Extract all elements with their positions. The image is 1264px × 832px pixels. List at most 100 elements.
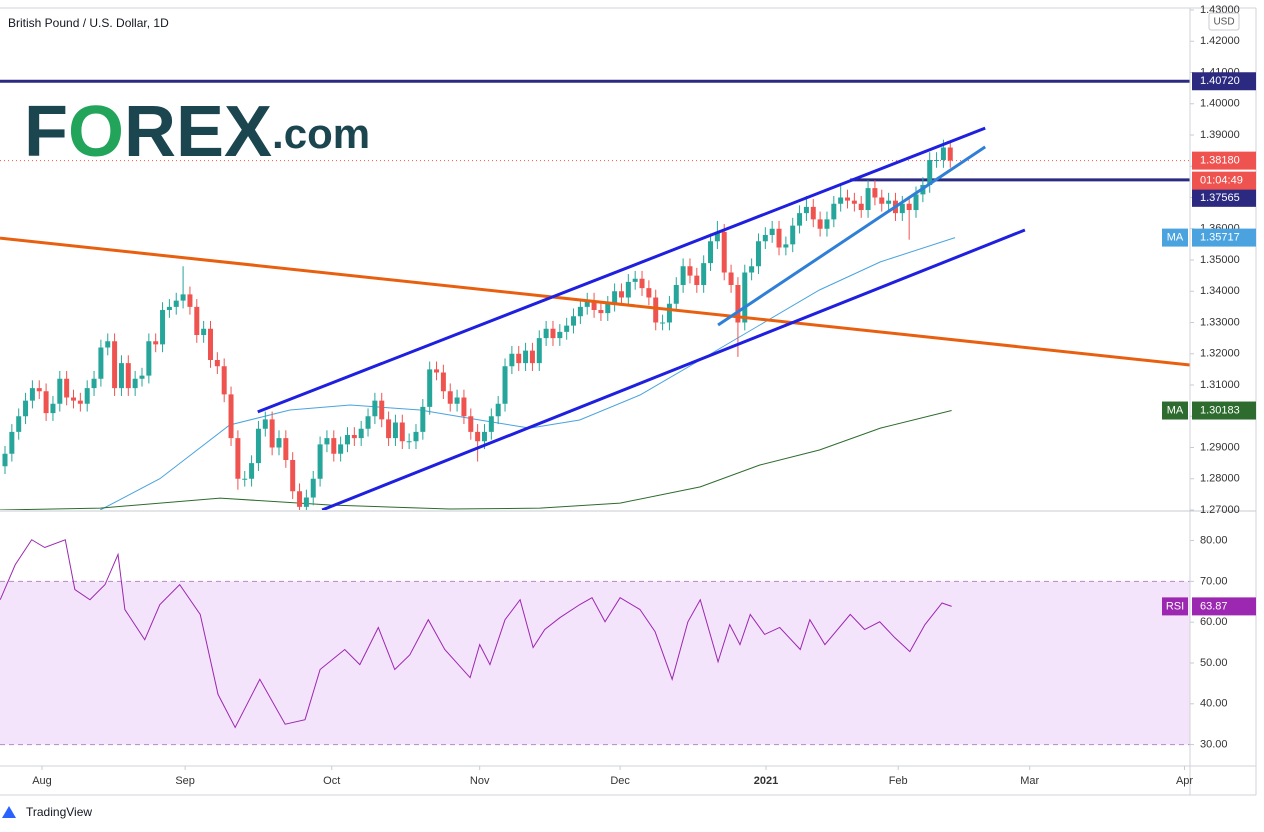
- candle-body: [940, 147, 946, 160]
- candle-body: [797, 213, 803, 226]
- candle-body: [317, 444, 323, 479]
- y-tick-label: 1.27000: [1200, 504, 1240, 516]
- y-tick-label: 1.28000: [1200, 473, 1240, 485]
- countdown: 01:04:49: [1200, 175, 1243, 187]
- ma-label: 1.35717: [1200, 232, 1240, 244]
- level-label-bg: [1192, 188, 1256, 207]
- logo-part: .com: [272, 110, 370, 157]
- candle-body: [577, 306, 583, 317]
- rsi-label-name: RSI: [1166, 600, 1184, 612]
- x-tick-label: Mar: [1020, 775, 1039, 787]
- rsi-tick-label: 80.00: [1200, 534, 1228, 546]
- candle-body: [413, 431, 419, 442]
- candle-body: [653, 297, 659, 323]
- candle-body: [708, 241, 714, 264]
- candle-body: [475, 431, 481, 442]
- trendline: [717, 145, 987, 327]
- ma-label: 1.30183: [1200, 404, 1240, 416]
- candle-body: [749, 266, 755, 273]
- candle-body: [509, 353, 515, 367]
- current-price-label: 1.38180: [1200, 155, 1240, 167]
- rsi-tick-label: 40.00: [1200, 698, 1228, 710]
- price-pane: [0, 79, 1190, 510]
- candle-body: [461, 397, 467, 417]
- candle-body: [872, 188, 878, 198]
- candle-body: [372, 400, 378, 417]
- candle-body: [858, 203, 864, 210]
- candle-body: [105, 341, 111, 348]
- footer: TradingView: [26, 805, 92, 819]
- candle-body: [194, 306, 200, 335]
- tradingview-icon: [2, 806, 16, 818]
- candle-body: [680, 266, 686, 285]
- rsi-band: [0, 581, 1190, 745]
- candle-body: [125, 363, 131, 389]
- candle-body: [488, 416, 494, 432]
- ma-label-name: MA: [1167, 232, 1184, 244]
- candle-body: [228, 394, 234, 439]
- candle-body: [331, 438, 337, 454]
- candle-body: [91, 378, 97, 389]
- rsi-tick-label: 30.00: [1200, 739, 1228, 751]
- x-tick-label: Dec: [610, 775, 630, 787]
- rsi-label: 63.87: [1200, 600, 1228, 612]
- countdown-bg: [1192, 171, 1256, 190]
- candle-body: [303, 497, 309, 507]
- candle-body: [845, 197, 851, 201]
- candle-body: [913, 194, 919, 210]
- candle-body: [2, 453, 8, 467]
- x-tick-label: Oct: [323, 775, 340, 787]
- candle-body: [783, 244, 789, 248]
- candle-body: [564, 325, 570, 332]
- candle-body: [242, 478, 248, 480]
- candle-body: [434, 369, 440, 373]
- candle-body: [98, 347, 104, 379]
- y-tick-label: 1.33000: [1200, 316, 1240, 328]
- candle-body: [673, 285, 679, 304]
- candle-body: [660, 322, 666, 324]
- candle-body: [29, 388, 35, 401]
- candle-body: [166, 306, 172, 310]
- logo-part: F: [24, 92, 68, 172]
- level-label-bg: [1192, 72, 1256, 91]
- candle-body: [139, 375, 145, 379]
- candle-body: [249, 463, 255, 479]
- candle-body: [550, 328, 556, 339]
- candle-body: [529, 350, 535, 364]
- candle-body: [714, 231, 720, 242]
- candle-body: [214, 360, 220, 367]
- candle-body: [543, 328, 549, 339]
- logo: FOREX.com: [24, 92, 370, 172]
- rsi-pane: [0, 539, 1190, 746]
- candle-body: [762, 235, 768, 242]
- candle-body: [728, 272, 734, 285]
- level-label: 1.40720: [1200, 75, 1240, 87]
- trendline: [321, 228, 1026, 510]
- candle-body: [386, 419, 392, 439]
- candle-body: [687, 266, 693, 276]
- y-tick-label: 1.42000: [1200, 35, 1240, 47]
- candle-body: [851, 200, 857, 204]
- logo-part: REX: [124, 92, 272, 172]
- candle-body: [947, 147, 953, 161]
- candle-body: [276, 438, 282, 448]
- y-tick-label: 1.32000: [1200, 348, 1240, 360]
- candle-body: [831, 203, 837, 220]
- rsi-tick-label: 70.00: [1200, 575, 1228, 587]
- candle-body: [153, 341, 159, 345]
- candle-body: [536, 338, 542, 364]
- footer-icon: [2, 806, 16, 818]
- candle-body: [865, 188, 871, 210]
- candle-body: [297, 491, 303, 507]
- candle-body: [502, 366, 508, 404]
- candle-body: [392, 422, 398, 439]
- candle-body: [132, 378, 138, 389]
- currency-box: [1208, 12, 1240, 31]
- candle-body: [406, 441, 412, 443]
- candle-body: [64, 378, 70, 398]
- candle-body: [365, 416, 371, 429]
- rsi-label-bg: [1162, 597, 1188, 616]
- candle-body: [625, 281, 631, 298]
- candle-body: [290, 460, 296, 492]
